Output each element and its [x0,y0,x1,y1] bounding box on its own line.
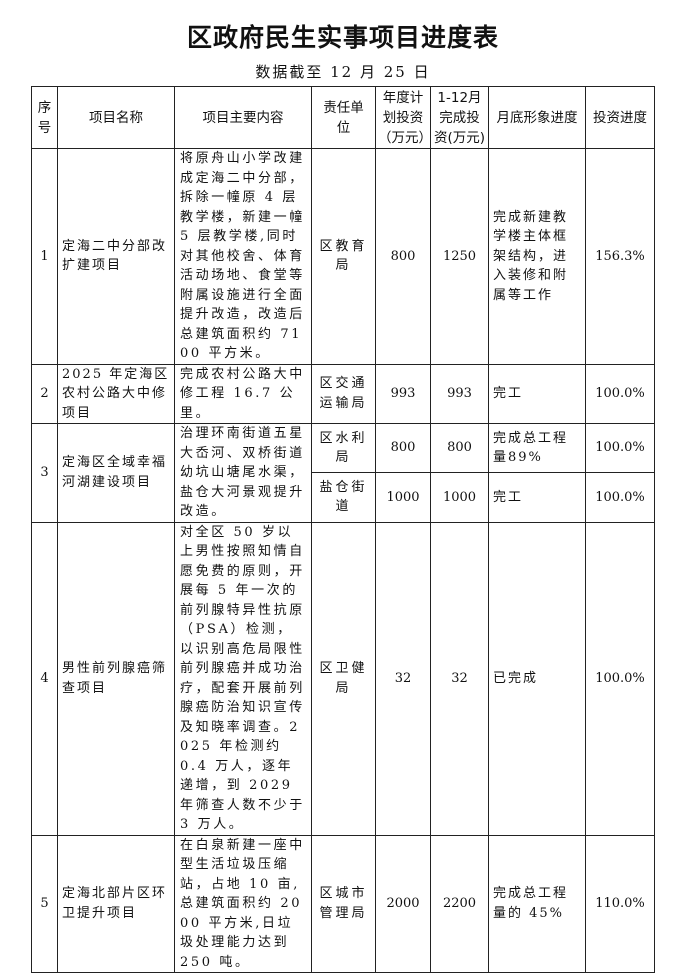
row-invest: 100.0% [585,422,655,474]
row-content: 治理环南街道五星大岙河、双桥街道幼坑山塘尾水渠，盐仓大河景观提升改造。 [174,423,312,523]
row-progress: 已完成 [488,521,586,836]
row-done: 2200 [430,834,489,973]
row-done: 800 [430,422,489,474]
row-plan: 32 [375,521,431,836]
row-no: 4 [31,521,58,836]
row-plan: 800 [375,148,431,365]
page-title: 区政府民生实事项目进度表 [186,23,499,52]
header-plan: 年度计划投资（万元） [375,86,432,149]
row-progress: 完成新建教学楼主体框架结构，进入装修和附属等工作 [488,148,586,365]
row-progress: 完成总工程量的 45% [488,834,586,973]
row-unit: 区交通运输局 [311,363,376,424]
row-no: 2 [31,363,58,424]
table-row: 1 定海二中分部改扩建项目 将原舟山小学改建成定海二中分部，拆除一幢原 4 层教… [31,148,655,365]
table-row: 盐仓街道 1000 1000 完工 100.0% [32,472,655,523]
row-content: 完成农村公路大中修工程 16.7 公里。 [174,363,312,424]
row-plan: 2000 [375,834,431,973]
row-done: 32 [430,521,489,836]
header-unit: 责任单位 [311,86,376,149]
header-invest: 投资进度 [585,86,655,149]
row-no: 1 [31,148,58,365]
project-progress-table: 序号 项目名称 项目主要内容 责任单位 年度计划投资（万元） 1-12月完成投资… [31,86,655,973]
row-invest: 110.0% [585,834,655,973]
row-progress: 完成总工程量89% [488,422,586,474]
row-content: 在白泉新建一座中型生活垃圾压缩站，占地 10 亩,总建筑面积约 2000 平方米… [174,834,312,973]
table-row: 2 2025 年定海区农村公路大中修项目 完成农村公路大中修工程 16.7 公里… [31,363,655,424]
data-date-subtitle: 数据截至 12 月 25 日 [255,63,431,81]
header-progress: 月底形象进度 [488,86,586,149]
row-invest: 100.0% [585,363,655,424]
header-content: 项目主要内容 [174,86,312,149]
row-plan: 800 [375,422,431,474]
table-header-row: 序号 项目名称 项目主要内容 责任单位 年度计划投资（万元） 1-12月完成投资… [31,86,655,149]
row-progress: 完工 [488,363,586,424]
table-row: 3 定海区全域幸福河湖建设项目 治理环南街道五星大岙河、双桥街道幼坑山塘尾水渠，… [31,422,655,523]
row-progress: 完工 [488,472,586,523]
row-name: 定海区全域幸福河湖建设项目 [57,423,175,523]
header-no: 序号 [31,86,58,149]
row-name: 男性前列腺癌筛查项目 [57,521,175,836]
row-plan: 993 [375,363,431,424]
row-invest: 100.0% [585,521,655,836]
row-name: 2025 年定海区农村公路大中修项目 [57,363,175,424]
row-plan: 1000 [375,472,431,523]
header-name: 项目名称 [57,86,175,149]
row-content: 将原舟山小学改建成定海二中分部，拆除一幢原 4 层教学楼，新建一幢 5 层教学楼… [174,148,312,365]
row-content: 对全区 50 岁以上男性按照知情自愿免费的原则，开展每 5 年一次的前列腺特异性… [174,521,312,836]
row-unit: 区水利局 [311,422,376,474]
row-done: 1000 [430,472,489,523]
row-done: 993 [430,363,489,424]
row-name: 定海二中分部改扩建项目 [57,148,175,365]
row-name: 定海北部片区环卫提升项目 [57,834,175,973]
row-unit: 区卫健局 [311,521,376,836]
row-invest: 100.0% [585,472,655,523]
row-invest: 156.3% [585,148,655,365]
row-unit: 区教育局 [311,148,376,365]
table-row: 4 男性前列腺癌筛查项目 对全区 50 岁以上男性按照知情自愿免费的原则，开展每… [31,521,655,836]
row-no: 3 [31,423,58,523]
row-unit: 盐仓街道 [311,472,376,523]
table-row: 5 定海北部片区环卫提升项目 在白泉新建一座中型生活垃圾压缩站，占地 10 亩,… [31,834,655,973]
row-done: 1250 [430,148,489,365]
row-no: 5 [31,834,58,973]
header-done: 1-12月完成投资(万元) [430,86,489,149]
row-unit: 区城市管理局 [311,834,376,973]
